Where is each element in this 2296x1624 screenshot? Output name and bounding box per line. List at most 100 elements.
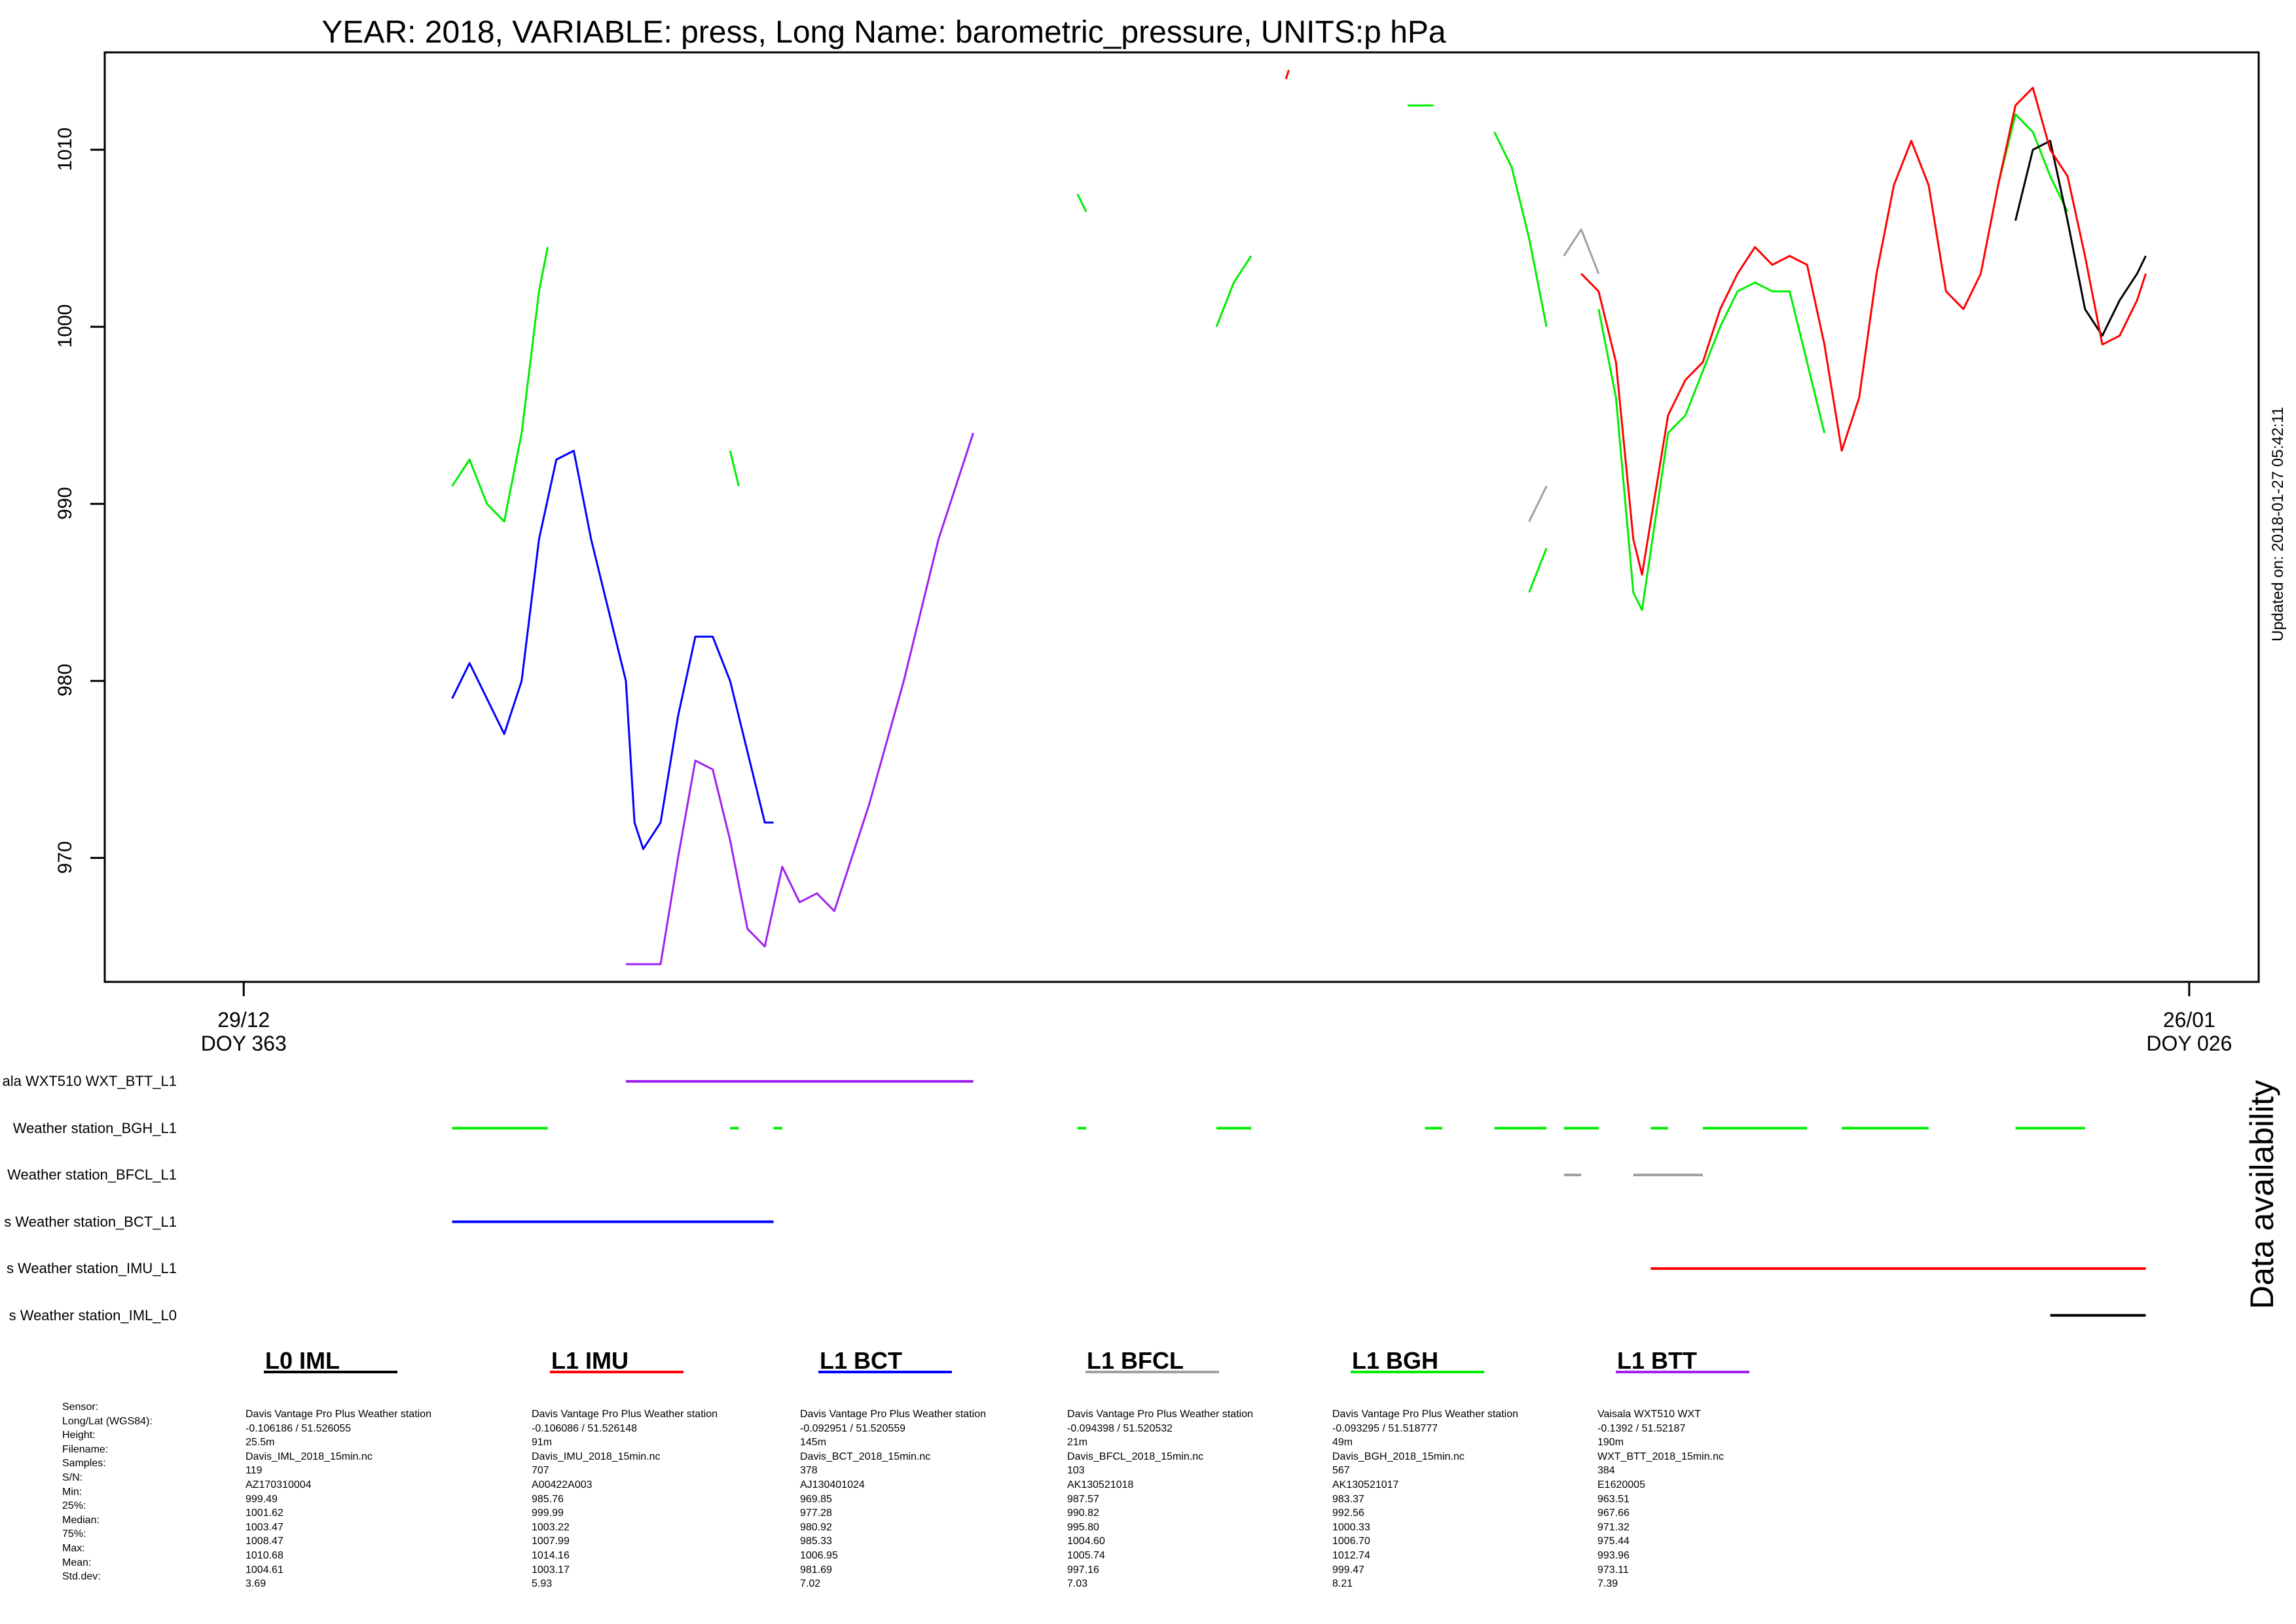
availability-row-label: ala WXT510 WXT_BTT_L1 (2, 1073, 177, 1089)
info-label: 75%: (62, 1528, 86, 1540)
updated-timestamp: Updated on: 2018-01-27 05:42:11 (2269, 406, 2287, 641)
station-info-value: 7.39 (1597, 1578, 1618, 1590)
x-tick-date: 26/01 (2162, 1008, 2215, 1032)
x-tick-doy: DOY 363 (200, 1032, 287, 1055)
legend-label: L1 BFCL (1087, 1347, 1184, 1374)
station-info-value: Davis_IMU_2018_15min.nc (532, 1451, 661, 1462)
info-labels: Sensor: Long/Lat (WGS84): Height: Filename:… (62, 1400, 153, 1584)
station-info-value: 1004.61 (246, 1564, 283, 1576)
station-info-value: 119 (246, 1465, 263, 1477)
station-info-value: E1620005 (1597, 1479, 1645, 1490)
station-info-value: 145m (800, 1437, 827, 1449)
station-info-value: 1006.70 (1332, 1536, 1370, 1547)
y-tick-label: 980 (54, 664, 76, 697)
station-info-value: 1003.47 (246, 1521, 283, 1533)
station-info-value: 5.93 (532, 1578, 553, 1590)
station-info-value: 969.85 (800, 1493, 832, 1505)
station-info: Davis Vantage Pro Plus Weather station -0… (1332, 1407, 1518, 1591)
info-label: Sensor: (62, 1401, 99, 1413)
availability-title: Data availability (2244, 1079, 2280, 1309)
station-info-value: 971.32 (1597, 1521, 1630, 1533)
series-line-l1-bgh-segment (729, 450, 740, 487)
station-info-value: 999.99 (532, 1507, 564, 1519)
station-info: Davis Vantage Pro Plus Weather station -0… (246, 1407, 431, 1591)
station-info-value: Davis_BFCL_2018_15min.nc (1067, 1451, 1204, 1462)
station-info-value: 999.49 (246, 1493, 278, 1505)
station-info-value: 1001.62 (246, 1507, 283, 1519)
station-info-value: AK130521017 (1332, 1479, 1399, 1490)
station-info-value: 49m (1332, 1437, 1353, 1449)
station-info-value: -0.093295 / 51.518777 (1332, 1422, 1438, 1434)
info-label: Std.dev: (62, 1571, 101, 1583)
info-label: Long/Lat (WGS84): (62, 1415, 153, 1427)
station-info-value: 91m (532, 1437, 553, 1449)
station-info-value: 990.82 (1067, 1507, 1099, 1519)
info-label: Min: (62, 1486, 82, 1498)
station-info-value: AZ170310004 (246, 1479, 312, 1490)
x-tick-label: 29/12 DOY 363 (172, 1008, 316, 1055)
info-label: Max: (62, 1542, 85, 1554)
legend-label: L0 IML (265, 1347, 340, 1374)
station-info-value: 977.28 (800, 1507, 832, 1519)
x-tick-doy: DOY 026 (2146, 1032, 2232, 1055)
plot-frame (103, 51, 2260, 983)
availability-row-label: Weather station_BFCL_L1 (7, 1166, 177, 1183)
y-tick-label: 970 (54, 840, 76, 874)
station-info-value: Davis Vantage Pro Plus Weather station (1067, 1409, 1253, 1420)
station-info: Davis Vantage Pro Plus Weather station -0… (532, 1407, 718, 1591)
info-label: 25%: (62, 1500, 86, 1512)
series-line-l1-bgh-segment (1997, 113, 2069, 213)
station-info-value: 1007.99 (532, 1536, 570, 1547)
station-info-value: 975.44 (1597, 1536, 1630, 1547)
station-info-value: 973.11 (1597, 1564, 1629, 1576)
station-info-value: 384 (1597, 1465, 1615, 1477)
series-line-l1-bgh-segment (1215, 255, 1252, 327)
station-info-value: AK130521018 (1067, 1479, 1134, 1490)
x-tick-date: 29/12 (217, 1008, 270, 1032)
legend-label: L1 BTT (1617, 1347, 1697, 1374)
station-info-value: 981.69 (800, 1564, 832, 1576)
station-info-value: 1014.16 (532, 1549, 570, 1561)
station-info: Vaisala WXT510 WXT -0.1392 / 51.52187 190m… (1597, 1407, 1724, 1591)
station-info-value: 985.33 (800, 1536, 832, 1547)
station-info-value: 21m (1067, 1437, 1088, 1449)
x-tick-label: 26/01 DOY 026 (2117, 1008, 2261, 1055)
info-label: Samples: (62, 1458, 106, 1470)
station-info-value: Vaisala WXT510 WXT (1597, 1409, 1701, 1420)
station-info-value: Davis Vantage Pro Plus Weather station (800, 1409, 986, 1420)
station-info: Davis Vantage Pro Plus Weather station -0… (800, 1407, 986, 1591)
info-label: Height: (62, 1430, 96, 1441)
series-line-l1-bfcl (1563, 228, 1600, 274)
series-line-l1-imu-segment (1285, 69, 1290, 80)
station-info-value: 1000.33 (1332, 1521, 1370, 1533)
availability-row-label: s Weather station_IML_L0 (9, 1307, 177, 1324)
station-info-value: 190m (1597, 1437, 1624, 1449)
legend-label: L1 IMU (551, 1347, 629, 1374)
station-info-value: 963.51 (1597, 1493, 1630, 1505)
station-info-value: 1003.22 (532, 1521, 570, 1533)
availability-row-label: s Weather station_IMU_L1 (6, 1260, 177, 1276)
station-info-value: 993.96 (1597, 1549, 1630, 1561)
series-line-l1-btt (626, 433, 975, 965)
station-info-value: Davis Vantage Pro Plus Weather station (246, 1409, 431, 1420)
station-info-value: 1004.60 (1067, 1536, 1105, 1547)
station-info-value: 995.80 (1067, 1521, 1099, 1533)
station-info-value: 378 (800, 1465, 818, 1477)
station-info-value: -0.106086 / 51.526148 (532, 1422, 638, 1434)
availability-row-label: s Weather station_BCT_L1 (4, 1213, 177, 1230)
station-info-value: Davis Vantage Pro Plus Weather station (1332, 1409, 1518, 1420)
station-info-value: -0.092951 / 51.520559 (800, 1422, 906, 1434)
station-info-value: 985.76 (532, 1493, 564, 1505)
series-line-l1-bgh-segment (1076, 193, 1087, 213)
station-info-value: 7.02 (800, 1578, 821, 1590)
station-info-value: WXT_BTT_2018_15min.nc (1597, 1451, 1724, 1462)
station-info-value: 8.21 (1332, 1578, 1353, 1590)
station-info-value: 1006.95 (800, 1549, 838, 1561)
station-info-value: Davis_BCT_2018_15min.nc (800, 1451, 931, 1462)
station-info-value: 103 (1067, 1465, 1085, 1477)
station-info-value: 983.37 (1332, 1493, 1364, 1505)
station-info-value: 567 (1332, 1465, 1350, 1477)
station-info-value: AJ130401024 (800, 1479, 865, 1490)
station-info: Davis Vantage Pro Plus Weather station -0… (1067, 1407, 1253, 1591)
series-line-l1-imu (1580, 86, 2147, 576)
